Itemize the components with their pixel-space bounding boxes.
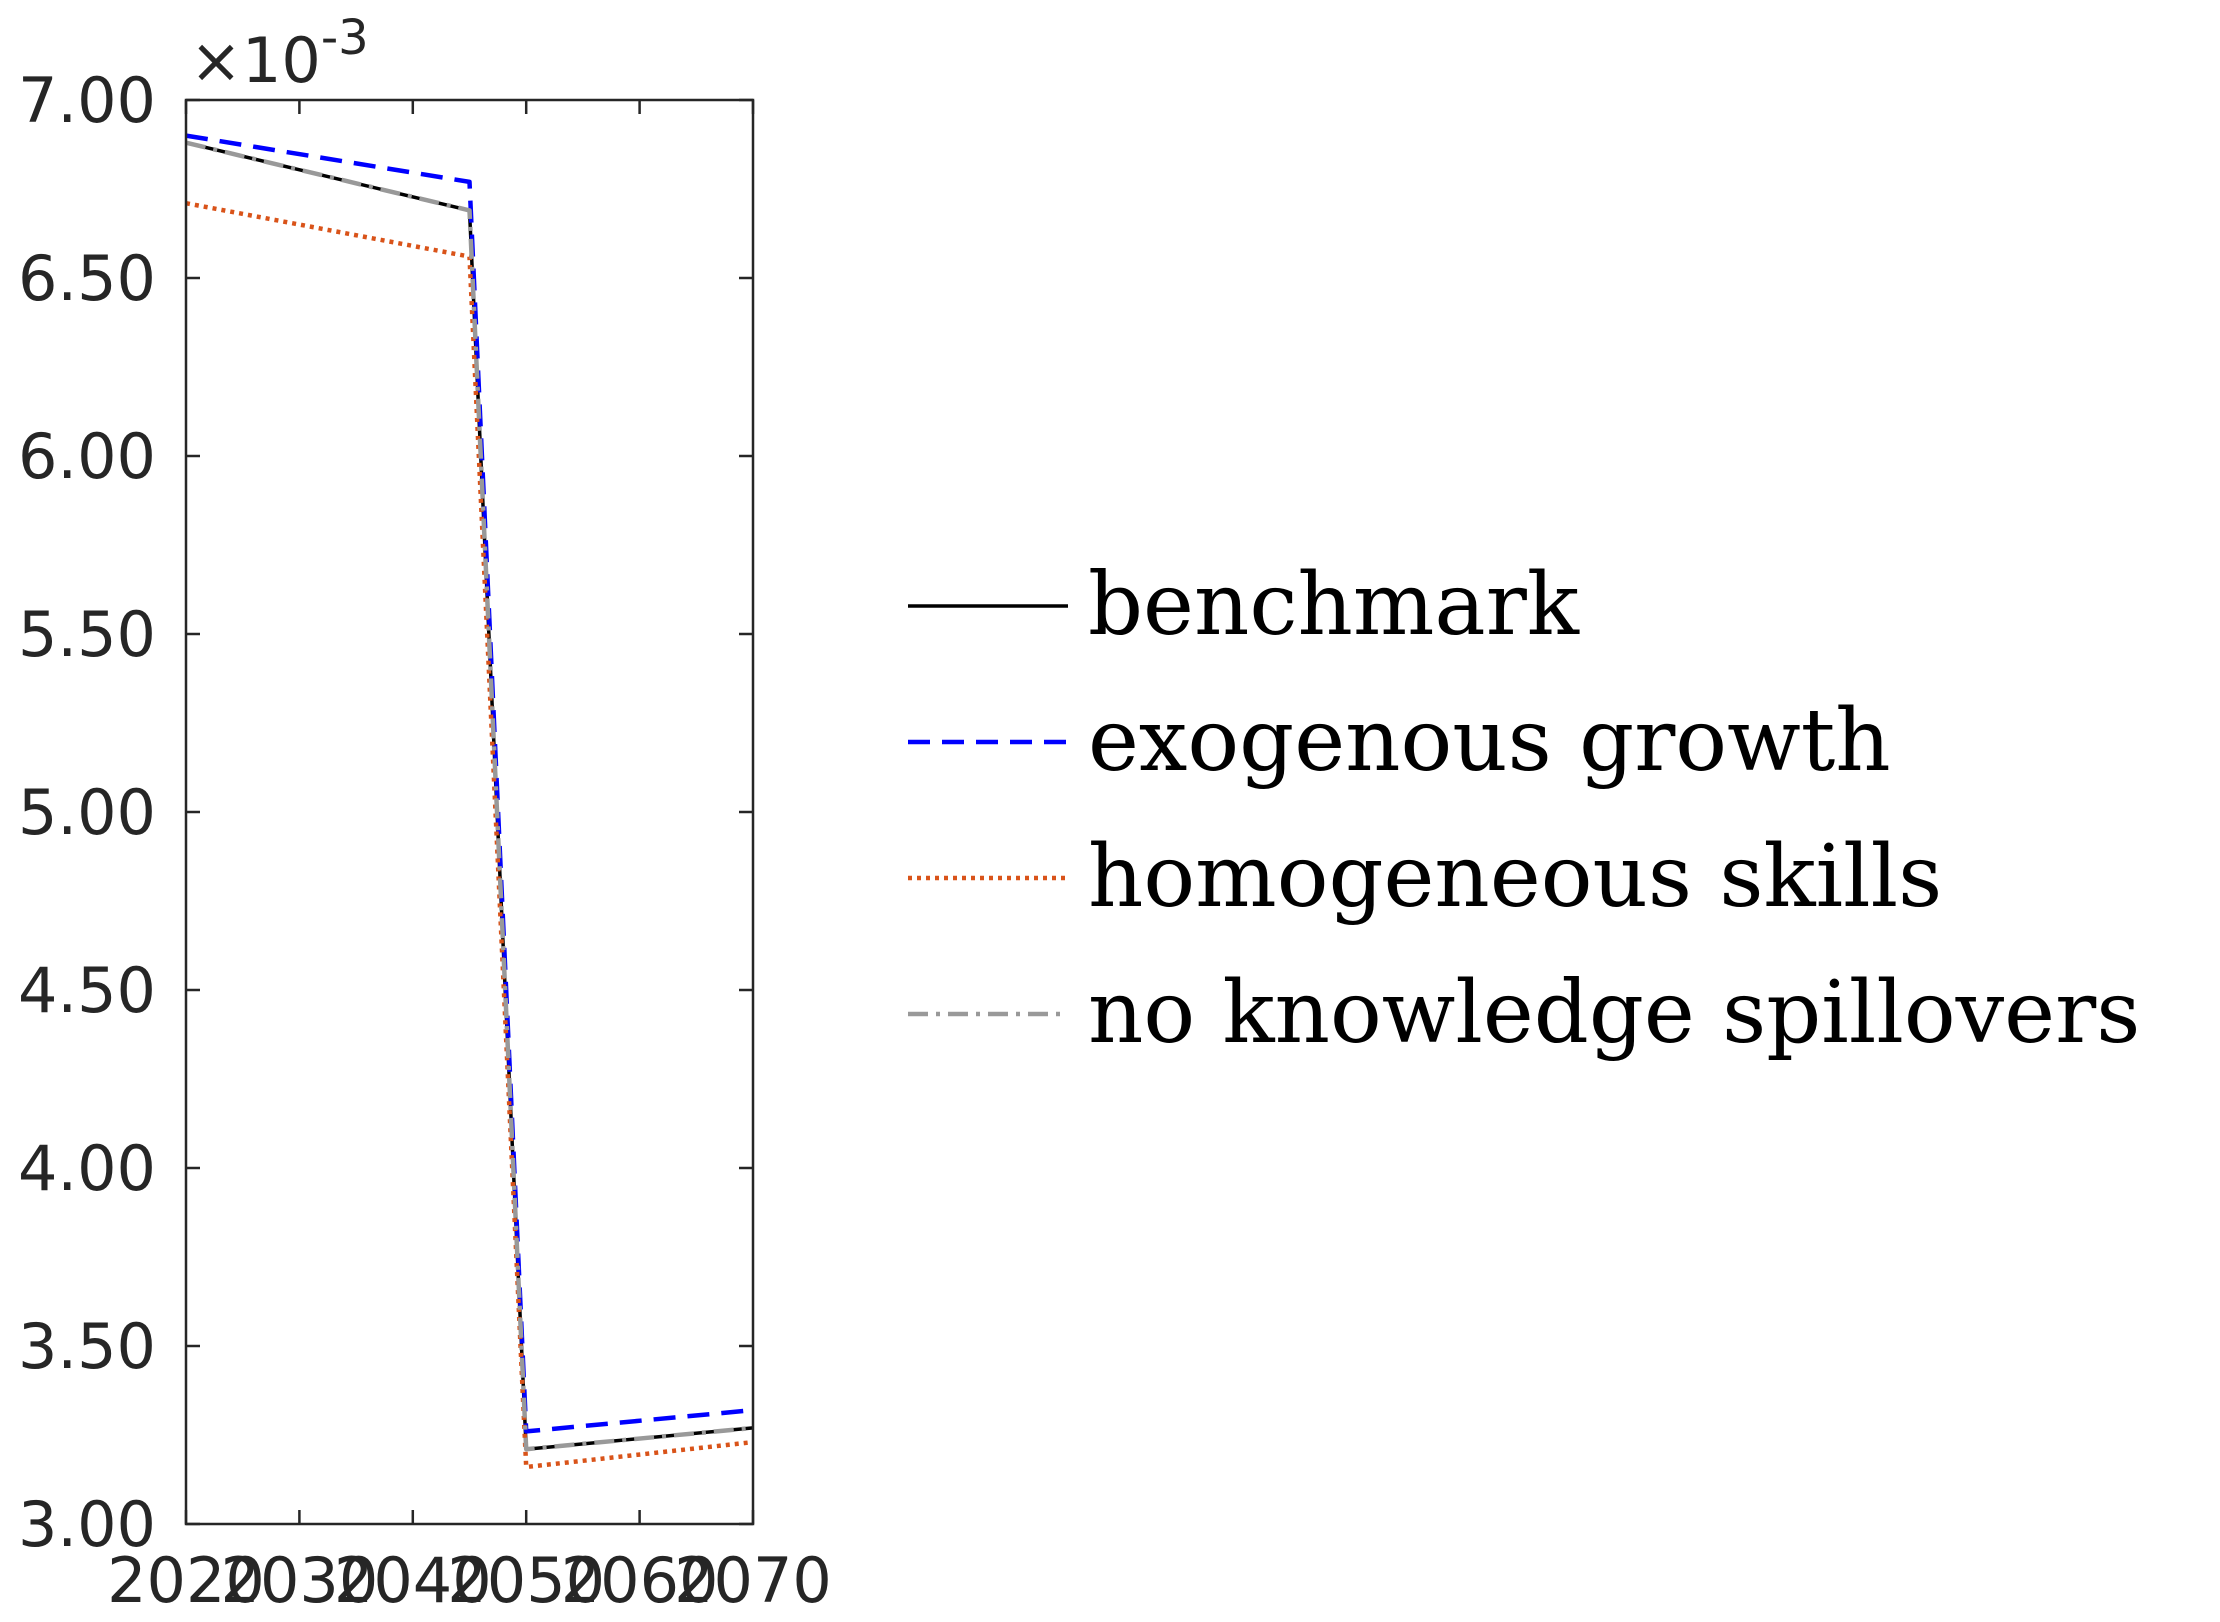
plot-area <box>186 100 753 1524</box>
y-exponent-base: ×10 <box>190 24 321 97</box>
x-tick-label: 2060 <box>561 1544 719 1617</box>
y-tick-label: 6.00 <box>18 420 156 493</box>
series-line-4 <box>185 140 754 1452</box>
series-layer <box>185 133 754 1470</box>
y-tick-label: 4.50 <box>18 954 156 1027</box>
y-exponent-power: -3 <box>321 10 369 66</box>
series-line-3 <box>185 200 754 1470</box>
y-tick-label: 3.50 <box>18 1310 156 1383</box>
x-tick-label: 2040 <box>334 1544 492 1617</box>
legend-label-1: benchmark <box>1088 555 1580 655</box>
x-tick-label: 2020 <box>107 1544 265 1617</box>
y-exponent-label: ×10-3 <box>190 10 369 97</box>
legend-label-3: homogeneous skills <box>1088 827 1942 927</box>
series-line-2 <box>185 133 754 1434</box>
axes-layer: 3.00 3.50 4.00 4.50 5.00 5.50 6.00 6.50 7.00 2020… <box>18 10 832 1617</box>
y-tick-label: 5.00 <box>18 776 156 849</box>
legend-label-4: no knowledge spillovers <box>1088 963 2140 1063</box>
y-tick-label: 7.00 <box>18 64 156 137</box>
legend-label-2: exogenous growth <box>1088 691 1891 791</box>
y-tick-label: 4.00 <box>18 1132 156 1205</box>
x-tick-label: 2030 <box>221 1544 379 1617</box>
y-tick-label: 5.50 <box>18 598 156 671</box>
x-tick-label: 2070 <box>674 1544 832 1617</box>
legend: benchmark exogenous growth homogeneous ski… <box>908 555 2140 1063</box>
plot-background <box>186 100 753 1524</box>
y-tick-label: 6.50 <box>18 242 156 315</box>
x-tick-label: 2050 <box>447 1544 605 1617</box>
y-tick-label: 3.00 <box>18 1488 156 1561</box>
